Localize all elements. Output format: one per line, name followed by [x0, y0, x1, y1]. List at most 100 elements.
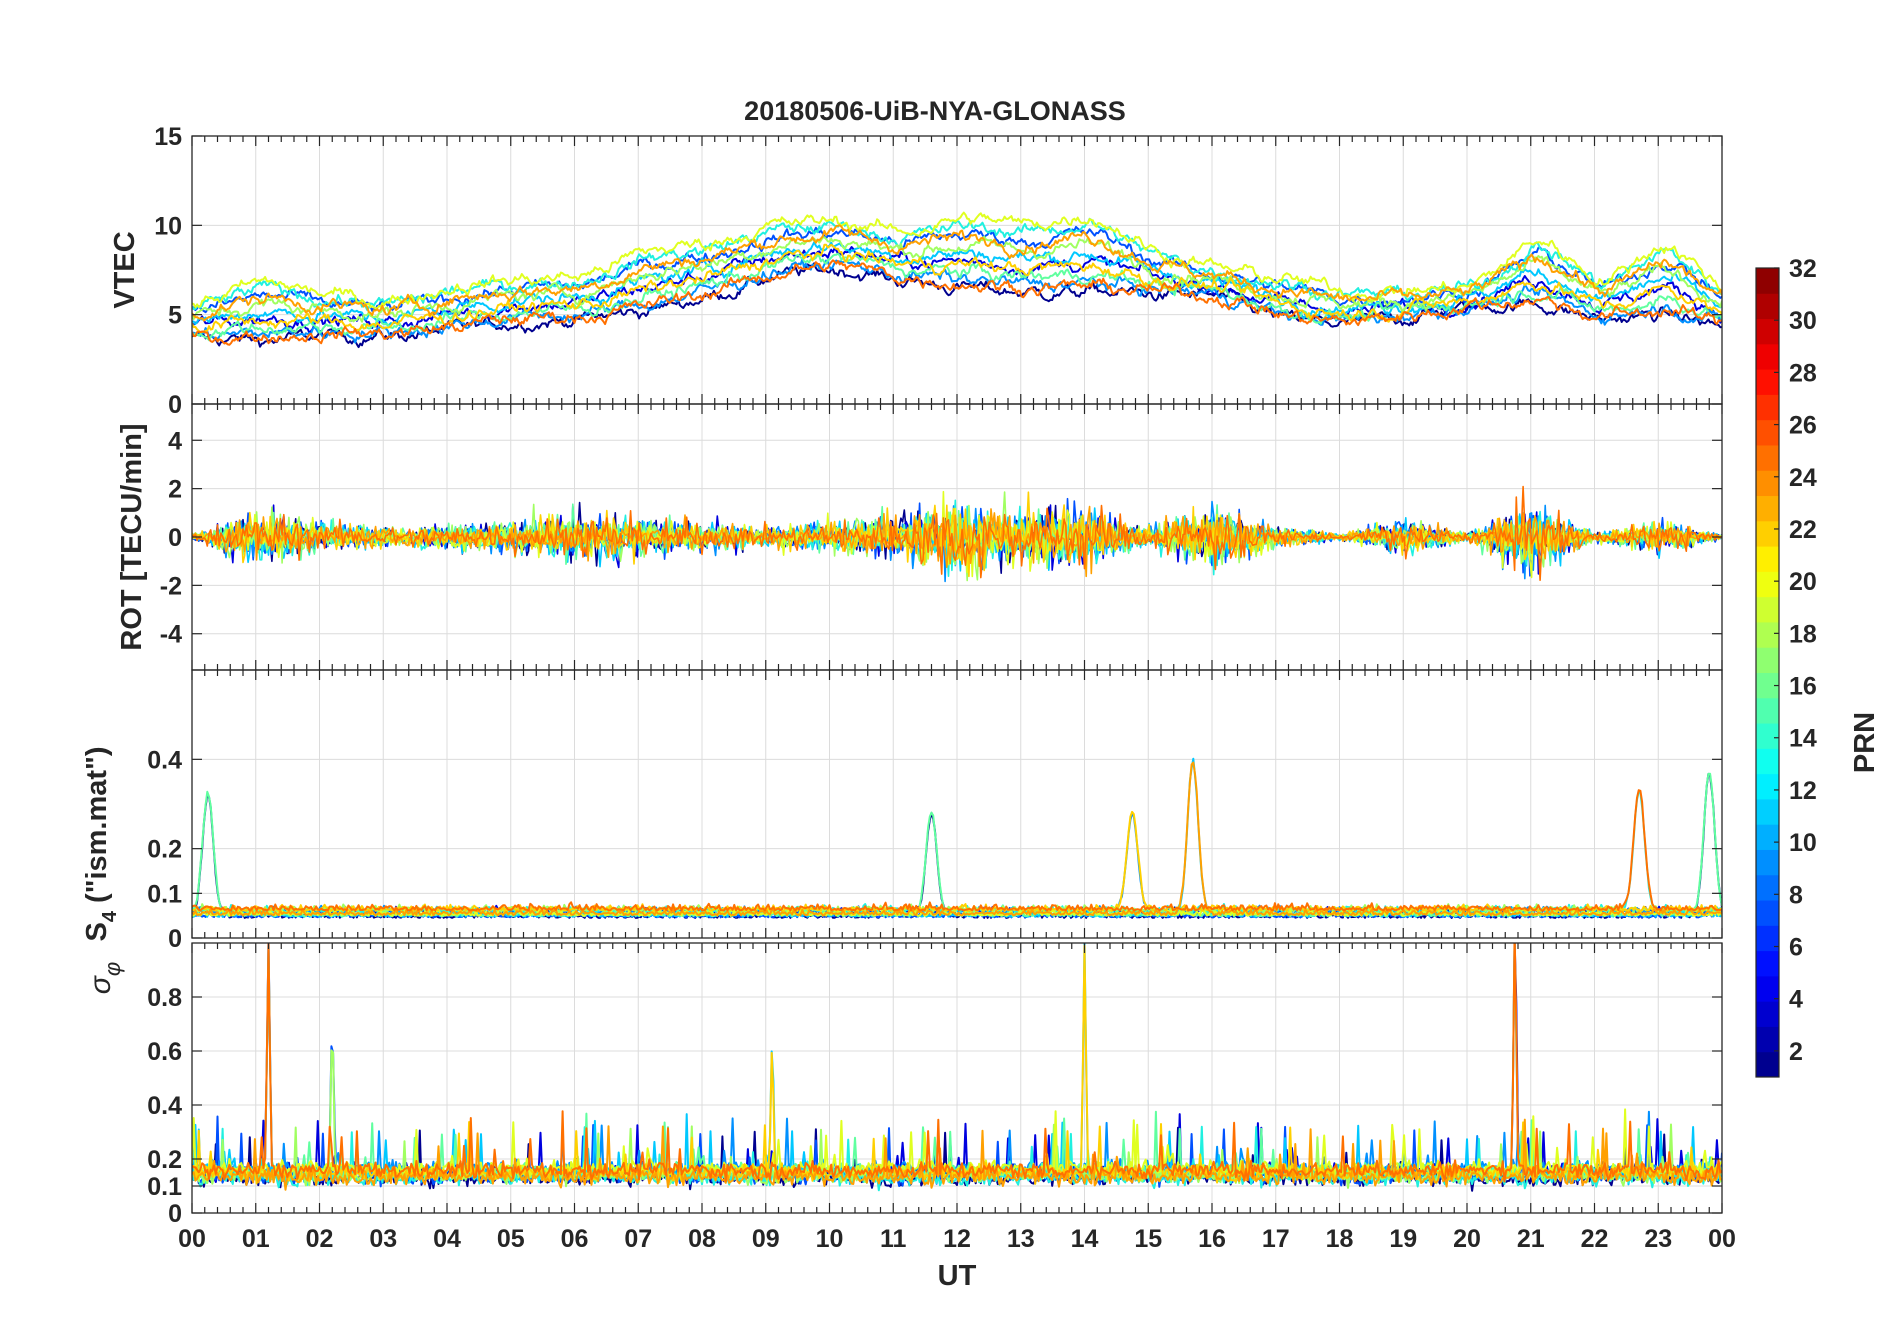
- x-axis-label: UT: [938, 1260, 977, 1292]
- vtec-y-tick-label: 15: [154, 123, 182, 151]
- colorbar-segment: [1756, 343, 1779, 370]
- colorbar-segment: [1756, 419, 1779, 446]
- rot-series-line-10: [192, 491, 1722, 578]
- panel-s4: 0 0.1 0.2 0.4 S4 ("ism.mat"): [81, 669, 1723, 953]
- colorbar-frame: [1755, 267, 1780, 1078]
- colorbar-tick-label: 8: [1789, 881, 1803, 909]
- colorbar-segment: [1756, 900, 1779, 926]
- colorbar-tick-label: 12: [1789, 777, 1817, 805]
- sigma_phi-series-line-12: [192, 943, 1722, 1183]
- colorbar-segment: [1756, 470, 1779, 497]
- colorbar-tick-label: 4: [1789, 986, 1803, 1014]
- x-tick-label: 16: [1198, 1225, 1226, 1253]
- s4-y-tick-label: 0.2: [147, 836, 182, 864]
- panel-sigma_phi: 00.10.2 0.4 0.6 0.8 σφ: [84, 942, 1723, 1228]
- colorbar-segment: [1756, 596, 1779, 623]
- x-tick-label: 13: [1007, 1225, 1035, 1253]
- colorbar-segment: [1756, 495, 1779, 522]
- vtec-series-line-7: [192, 252, 1722, 342]
- sigma_phi-y-tick-label: 0.6: [147, 1038, 182, 1066]
- x-tick-label: 03: [369, 1225, 397, 1253]
- x-tick-label: 06: [561, 1225, 589, 1253]
- rot-series-line-12: [192, 485, 1722, 582]
- colorbar-segment: [1756, 723, 1779, 749]
- vtec-y-tick-label: 0: [168, 391, 182, 419]
- vtec-series-line-11: [192, 224, 1722, 322]
- colorbar-segment: [1756, 293, 1779, 320]
- s4-series-line-12: [192, 789, 1722, 912]
- rot-y-tick-label: 2: [168, 476, 182, 504]
- colorbar-tick-label: 14: [1789, 725, 1817, 753]
- sigma_phi-y-tick-label: 0.8: [147, 984, 182, 1012]
- colorbar-tick-label: 18: [1789, 620, 1817, 648]
- chart-title: 20180506-UiB-NYA-GLONASS: [744, 96, 1126, 126]
- rot-series-group: [192, 485, 1722, 583]
- vtec-series-line-4: [192, 258, 1722, 344]
- colorbar-segment: [1756, 773, 1779, 800]
- x-tick-label: 18: [1326, 1225, 1354, 1253]
- x-tick-label: 07: [624, 1225, 652, 1253]
- x-tick-label: 01: [242, 1225, 270, 1253]
- s4-y-tick-label: 0.1: [147, 880, 182, 908]
- s4-y-axis-label: S4 ("ism.mat"): [81, 747, 121, 942]
- s4-y-tick-label: 0: [168, 925, 182, 953]
- x-tick-labels: 00 01 02 03 04 05 06 07 08 09 10 11 12 13 14 15 16 17 18 19…: [178, 1225, 1736, 1253]
- colorbar-tick-label: 24: [1789, 464, 1817, 492]
- colorbar-tick-label: 22: [1789, 516, 1817, 544]
- colorbar-segment: [1756, 975, 1779, 1002]
- rot-y-axis-label: ROT [TECU/min]: [116, 423, 148, 650]
- sigma-phi-y-axis-label: σφ: [84, 962, 125, 994]
- colorbar-segment: [1756, 546, 1779, 572]
- rot-y-tick-label: -2: [160, 572, 182, 600]
- x-tick-label: 00: [1708, 1225, 1736, 1253]
- vtec-series-line-9: [192, 211, 1722, 310]
- colorbar-segment: [1756, 950, 1779, 977]
- sigma_phi-y-tick-label: 0.2: [147, 1146, 182, 1174]
- vtec-series-line-12: [192, 259, 1722, 346]
- x-tick-label: 22: [1581, 1225, 1609, 1253]
- x-tick-label: 11: [880, 1225, 907, 1253]
- rot-y-tick-label: -4: [160, 621, 182, 649]
- x-tick-label: 02: [306, 1225, 334, 1253]
- colorbar-segment: [1756, 849, 1779, 876]
- x-tick-label: 09: [752, 1225, 780, 1253]
- colorbar-tick-label: 32: [1789, 255, 1817, 283]
- rot-y-tick-label: 4: [168, 427, 182, 455]
- x-tick-label: 21: [1517, 1225, 1545, 1253]
- x-tick-label: 10: [816, 1225, 844, 1253]
- colorbar-segment: [1756, 798, 1779, 825]
- x-tick-label: 19: [1389, 1225, 1417, 1253]
- colorbar-segment: [1756, 697, 1779, 724]
- x-tick-label: 00: [178, 1225, 206, 1253]
- colorbar-segment: [1756, 748, 1779, 775]
- s4-series-group: [192, 757, 1722, 919]
- vtec-y-axis-label: VTEC: [109, 231, 141, 308]
- sigma_phi-series-group: [192, 943, 1722, 1192]
- colorbar-segment: [1756, 621, 1779, 648]
- sigma_phi-y-tick-label: 0.4: [147, 1092, 182, 1120]
- vtec-y-tick-label: 5: [168, 302, 182, 330]
- x-tick-label: 14: [1071, 1225, 1099, 1253]
- x-tick-label: 23: [1644, 1225, 1672, 1253]
- colorbar-segment: [1756, 1026, 1779, 1053]
- s4-y-tick-label: 0.4: [147, 746, 182, 774]
- colorbar-segment: [1756, 520, 1779, 547]
- colorbar-segment: [1756, 369, 1779, 395]
- colorbar-segment: [1756, 874, 1779, 901]
- colorbar-tick-label: 16: [1789, 673, 1817, 701]
- colorbar-tick-label: 30: [1789, 307, 1817, 335]
- panel-vtec: 0 5 10 15 VTEC: [109, 123, 1723, 419]
- x-tick-label: 05: [497, 1225, 525, 1253]
- x-tick-label: 12: [943, 1225, 971, 1253]
- s4-series-line-11: [192, 761, 1722, 917]
- colorbar-segment: [1756, 647, 1779, 673]
- x-tick-label: 08: [688, 1225, 716, 1253]
- colorbar-segment: [1756, 925, 1779, 952]
- sigma_phi-series-line-11: [192, 1118, 1722, 1191]
- colorbar-segment: [1756, 1051, 1779, 1078]
- colorbar-tick-label: 6: [1789, 934, 1803, 962]
- colorbar-tick-label: 20: [1789, 568, 1817, 596]
- colorbar-tick-label: 10: [1789, 829, 1817, 857]
